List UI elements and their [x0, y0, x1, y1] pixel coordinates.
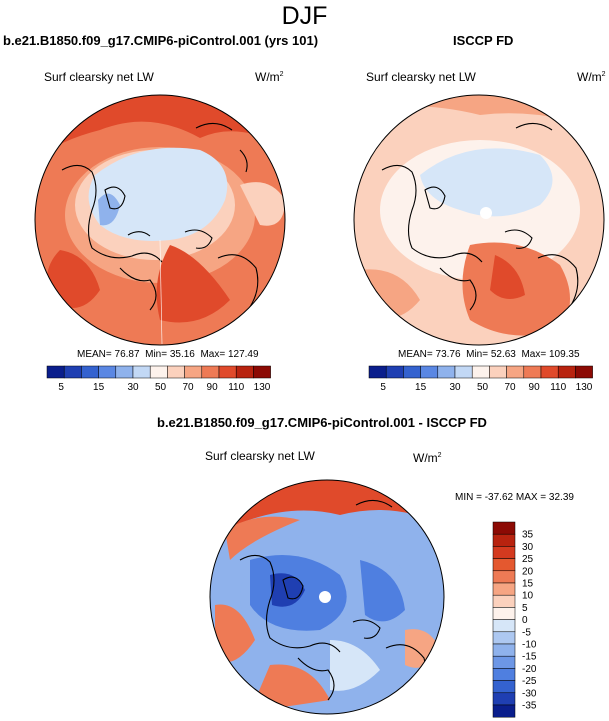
model-variable-label: Surf clearsky net LW — [44, 70, 154, 84]
colorbar-box — [492, 668, 516, 681]
colorbar-tick-label: 70 — [504, 382, 516, 393]
obs-variable-label: Surf clearsky net LW — [366, 70, 476, 84]
colorbar-tick-label: 25 — [522, 554, 534, 565]
colorbar-tick-label: 110 — [228, 382, 244, 393]
colorbar-box — [557, 365, 576, 379]
colorbar-tick-label: 90 — [207, 382, 219, 393]
colorbar-tick-label: 15 — [522, 579, 534, 590]
colorbar-tick-label: 5 — [522, 603, 528, 614]
colorbar-box — [492, 594, 516, 608]
diff-panel-header: b.e21.B1850.f09_g17.CMIP6-piControl.001 … — [157, 415, 487, 430]
colorbar-box — [385, 365, 404, 379]
obs-map — [354, 95, 604, 345]
colorbar-box — [506, 365, 525, 379]
model-panel-header: b.e21.B1850.f09_g17.CMIP6-piControl.001 … — [3, 33, 319, 48]
colorbar-tick-label: 130 — [576, 382, 593, 393]
colorbar-box — [471, 365, 490, 379]
colorbar-box — [81, 365, 99, 379]
colorbar-tick-label: 20 — [522, 566, 534, 577]
colorbar-box — [63, 365, 82, 379]
colorbar-tick-label: 0 — [522, 615, 528, 626]
colorbar-tick-label: 15 — [93, 382, 105, 393]
diff-minmax-label: MIN = -37.62 MAX = 32.39 — [455, 492, 574, 503]
colorbar-tick-label: 50 — [155, 382, 167, 393]
colorbar-box — [437, 365, 456, 379]
colorbar-box — [201, 365, 220, 379]
colorbar-box — [115, 365, 134, 379]
colorbar-tick-label: -10 — [522, 640, 537, 651]
colorbar-box — [253, 365, 271, 379]
colorbar-box — [492, 533, 516, 547]
colorbar-box — [492, 570, 516, 584]
colorbar-box — [492, 546, 516, 559]
colorbar-tick-label: 30 — [449, 382, 461, 393]
diff-map-border — [209, 479, 445, 715]
colorbar-box — [492, 607, 516, 620]
colorbar-box — [403, 365, 421, 379]
obs-unit-label: W/m2 — [577, 70, 606, 84]
colorbar-box — [454, 365, 473, 379]
colorbar-tick-label: 5 — [380, 382, 386, 393]
colorbar-tick-label: 70 — [182, 382, 194, 393]
colorbar-tick-label: 10 — [522, 591, 534, 602]
colorbar-box — [492, 521, 516, 535]
diff-map — [210, 480, 444, 714]
colorbar-box — [149, 365, 168, 379]
colorbar-box — [492, 643, 516, 657]
colorbar-box — [492, 582, 516, 596]
colorbar-tick-label: -25 — [522, 676, 537, 687]
model-map — [35, 95, 285, 345]
colorbar-box — [492, 631, 516, 645]
colorbar-tick-label: 130 — [254, 382, 271, 393]
model-colorbar: 5 15 30 50 70 90 110 130 — [46, 365, 271, 393]
colorbar-box — [368, 365, 387, 379]
colorbar-box — [492, 704, 516, 718]
colorbar-box — [184, 365, 203, 379]
colorbar-tick-label: 50 — [477, 382, 489, 393]
colorbar-box — [492, 680, 516, 694]
colorbar-box — [492, 558, 516, 572]
obs-colorbar: 5 15 30 50 70 90 110 130 — [368, 365, 593, 393]
diff-pole-gap — [319, 591, 331, 603]
diff-variable-label: Surf clearsky net LW — [205, 449, 315, 463]
obs-panel-header: ISCCP FD — [453, 33, 514, 48]
colorbar-tick-label: 110 — [550, 382, 566, 393]
colorbar-tick-label: 90 — [529, 382, 541, 393]
colorbar-tick-label: 35 — [522, 530, 534, 541]
obs-pole-gap — [480, 207, 492, 219]
colorbar-tick-label: -20 — [522, 664, 537, 675]
obs-map-border — [353, 94, 605, 346]
colorbar-box — [98, 365, 117, 379]
colorbar-box — [492, 619, 516, 633]
model-map-border — [34, 94, 286, 346]
colorbar-box — [575, 365, 593, 379]
colorbar-box — [523, 365, 542, 379]
colorbar-box — [218, 365, 237, 379]
diff-unit-label: W/m2 — [413, 451, 442, 465]
colorbar-tick-label: -35 — [522, 701, 537, 712]
colorbar-tick-label: 5 — [58, 382, 64, 393]
colorbar-box — [489, 365, 507, 379]
colorbar-tick-label: -15 — [522, 652, 537, 663]
obs-stats: MEAN= 73.76 Min= 52.63 Max= 109.35 — [398, 349, 580, 360]
model-unit-label: W/m2 — [255, 70, 284, 84]
colorbar-box — [492, 692, 516, 706]
model-stats: MEAN= 76.87 Min= 35.16 Max= 127.49 — [77, 349, 259, 360]
colorbar-box — [235, 365, 254, 379]
colorbar-box — [540, 365, 559, 379]
colorbar-tick-label: 30 — [127, 382, 139, 393]
colorbar-tick-label: -30 — [522, 688, 537, 699]
colorbar-box — [132, 365, 151, 379]
page-title: DJF — [281, 2, 328, 30]
colorbar-box — [492, 655, 516, 669]
colorbar-tick-label: 30 — [522, 542, 534, 553]
colorbar-box — [46, 365, 65, 379]
colorbar-box — [420, 365, 439, 379]
colorbar-tick-label: -5 — [522, 627, 531, 638]
colorbar-tick-label: 15 — [415, 382, 427, 393]
colorbar-box — [167, 365, 185, 379]
